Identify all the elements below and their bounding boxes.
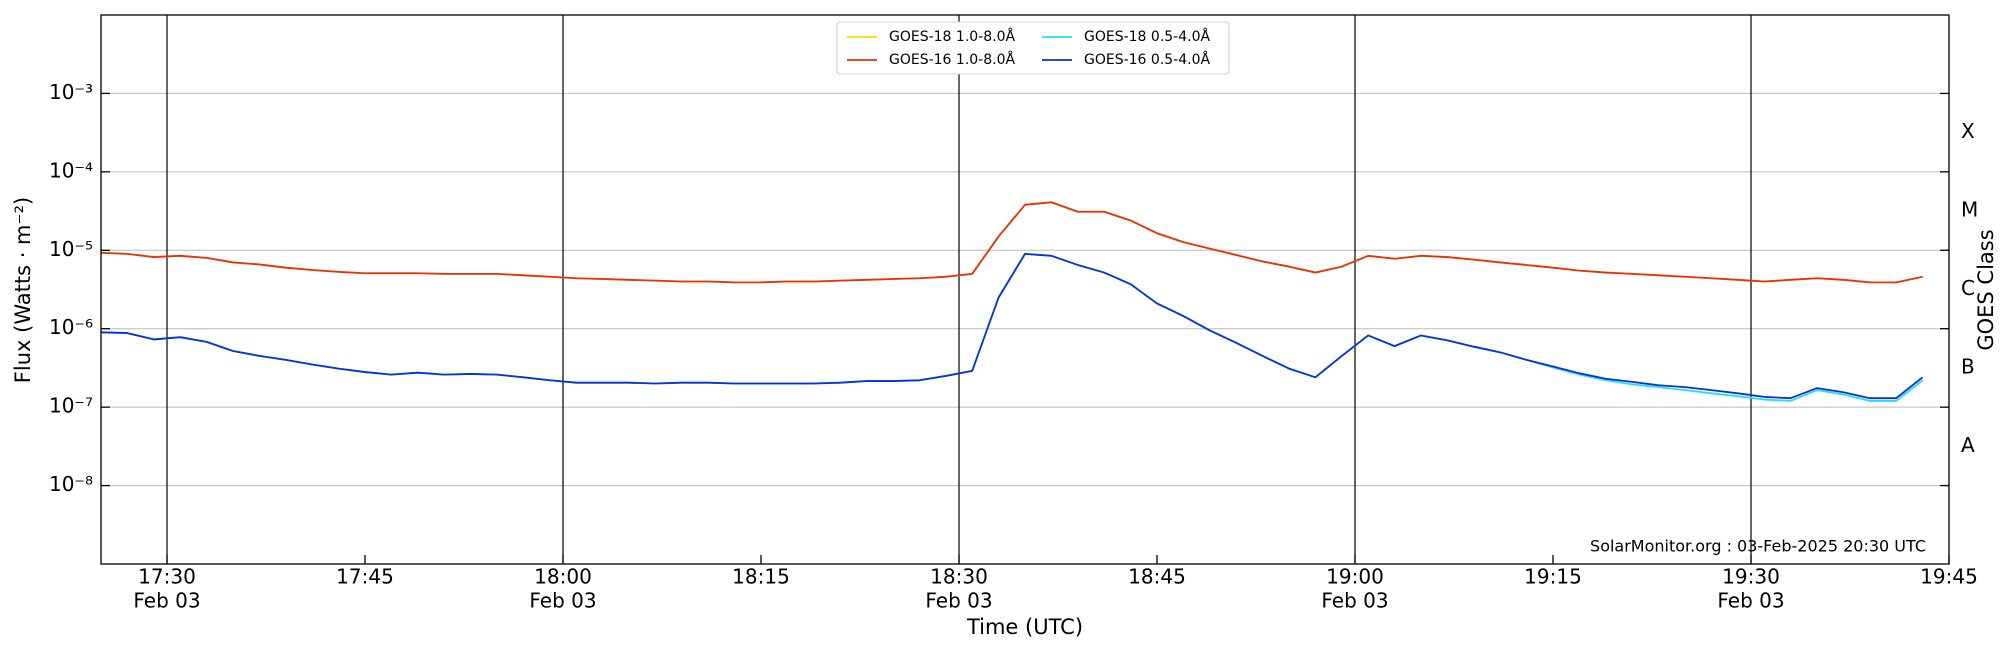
y-tick-label: 10⁻⁵ [49, 237, 93, 261]
y-tick-label: 10⁻³ [49, 80, 93, 104]
y-tick-label: 10⁻⁴ [49, 158, 93, 182]
x-tick-label: 18:00 [534, 565, 592, 589]
x-tick-label: 19:30 [1722, 565, 1780, 589]
x-axis-label: Time (UTC) [966, 615, 1083, 639]
legend-label: GOES-18 0.5-4.0Å [1084, 28, 1210, 45]
y2-tick-label: X [1961, 119, 1975, 143]
y2-axis-label: GOES Class [1974, 229, 1998, 350]
x-tick-date: Feb 03 [133, 589, 200, 613]
line-layer [100, 201, 1924, 402]
legend-label: GOES-16 0.5-4.0Å [1084, 51, 1210, 68]
series-line [100, 252, 1924, 400]
annotation: SolarMonitor.org : 03-Feb-2025 20:30 UTC [1590, 537, 1926, 556]
y-tick-label: 10⁻⁸ [49, 472, 93, 496]
x-tick-label: 18:30 [930, 565, 988, 589]
x-tick-label: 18:45 [1128, 565, 1186, 589]
x-tick-label: 19:15 [1524, 565, 1582, 589]
x-tick-label: 17:30 [138, 565, 196, 589]
legend: GOES-18 1.0-8.0Å GOES-16 1.0-8.0Å GOES-18 … [836, 21, 1230, 75]
x-tick-label: 18:15 [732, 565, 790, 589]
legend-box [836, 21, 1230, 75]
series-line [100, 201, 1923, 284]
legend-label: GOES-18 1.0-8.0Å [889, 28, 1015, 45]
legend-label: GOES-16 1.0-8.0Å [889, 51, 1015, 68]
grid-layer [101, 15, 1949, 564]
x-tick-label: 19:45 [1920, 565, 1978, 589]
x-tick-label: 17:45 [336, 565, 394, 589]
x-tick-label: 19:00 [1326, 565, 1384, 589]
x-tick-date: Feb 03 [1321, 589, 1388, 613]
x-tick-date: Feb 03 [1717, 589, 1784, 613]
y2-tick-label: B [1961, 354, 1975, 378]
y2-tick-label: C [1961, 276, 1975, 300]
y-tick-label: 10⁻⁷ [49, 394, 93, 418]
x-tick-date: Feb 03 [529, 589, 596, 613]
x-tick-date: Feb 03 [925, 589, 992, 613]
y2-tick-label: M [1961, 198, 1978, 222]
y-axis-label: Flux (Watts · m⁻²) [11, 197, 35, 383]
y-tick-label: 10⁻⁶ [49, 315, 93, 339]
y2-tick-label: A [1961, 433, 1975, 457]
plot-frame [100, 14, 1950, 565]
